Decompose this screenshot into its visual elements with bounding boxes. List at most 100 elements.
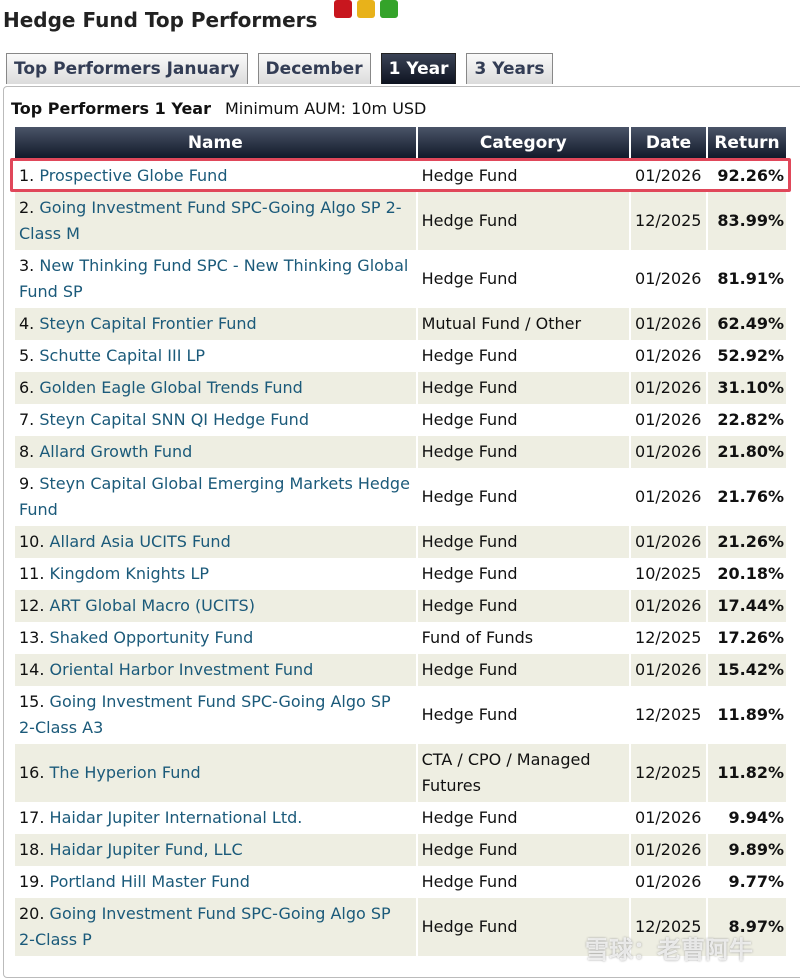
category-cell: Fund of Funds — [421, 628, 534, 647]
fund-link[interactable]: Steyn Capital SNN QI Hedge Fund — [39, 410, 309, 429]
date-cell: 12/2025 — [635, 705, 702, 724]
name-cell: 3. New Thinking Fund SPC - New Thinking … — [15, 250, 416, 308]
tab-1-year[interactable]: 1 Year — [380, 53, 457, 84]
rank: 4. — [19, 314, 35, 333]
performers-table: Name Category Date Return 1. Prospective… — [13, 127, 788, 956]
fund-link[interactable]: Haidar Jupiter Fund, LLC — [49, 840, 243, 859]
date-cell: 01/2026 — [635, 346, 702, 365]
table-row: 14. Oriental Harbor Investment Fund Hedg… — [15, 654, 786, 686]
rank: 6. — [19, 378, 35, 397]
tab-january[interactable]: Top Performers January — [6, 53, 248, 84]
tab-3-years[interactable]: 3 Years — [466, 53, 553, 84]
date-cell: 01/2026 — [631, 590, 706, 622]
fund-link[interactable]: Allard Asia UCITS Fund — [49, 532, 231, 551]
category-cell: Hedge Fund — [421, 487, 518, 506]
table-row: 7. Steyn Capital SNN QI Hedge Fund Hedge… — [15, 404, 786, 436]
fund-link[interactable]: Kingdom Knights LP — [49, 564, 210, 583]
fund-link[interactable]: Prospective Globe Fund — [39, 166, 228, 185]
category-cell: Hedge Fund — [417, 898, 630, 956]
fund-link[interactable]: New Thinking Fund SPC - New Thinking Glo… — [19, 256, 409, 301]
col-category[interactable]: Category — [417, 127, 630, 160]
fund-link[interactable]: Going Investment Fund SPC-Going Algo SP … — [19, 198, 402, 243]
rank: 3. — [19, 256, 35, 275]
rank: 18. — [19, 840, 45, 859]
name-cell: 15. Going Investment Fund SPC-Going Algo… — [15, 686, 416, 744]
date-cell: 01/2026 — [631, 372, 706, 404]
category-cell: Hedge Fund — [417, 372, 630, 404]
name-cell: 5. Schutte Capital III LP — [15, 340, 416, 372]
fund-link[interactable]: Golden Eagle Global Trends Fund — [39, 378, 303, 397]
name-cell: 20. Going Investment Fund SPC-Going Algo… — [15, 898, 416, 956]
table-row: 15. Going Investment Fund SPC-Going Algo… — [15, 686, 786, 744]
name-cell: 17. Haidar Jupiter International Ltd. — [15, 802, 416, 834]
category-cell: Hedge Fund — [421, 410, 518, 429]
fund-link[interactable]: Steyn Capital Frontier Fund — [39, 314, 257, 333]
rank: 17. — [19, 808, 45, 827]
category-cell: Hedge Fund — [417, 526, 630, 558]
name-cell: 14. Oriental Harbor Investment Fund — [15, 654, 416, 686]
fund-link[interactable]: Going Investment Fund SPC-Going Algo SP … — [19, 692, 391, 737]
fund-link[interactable]: Shaked Opportunity Fund — [49, 628, 254, 647]
name-cell: 2. Going Investment Fund SPC-Going Algo … — [15, 192, 416, 250]
fund-link[interactable]: Going Investment Fund SPC-Going Algo SP … — [19, 904, 391, 949]
return-cell: 92.26% — [717, 166, 784, 185]
category-cell: Hedge Fund — [421, 166, 518, 185]
category-cell: Hedge Fund — [421, 808, 518, 827]
category-cell: Hedge Fund — [417, 590, 630, 622]
date-cell: 01/2026 — [631, 654, 706, 686]
table-row: 5. Schutte Capital III LP Hedge Fund 01/… — [15, 340, 786, 372]
fund-link[interactable]: The Hyperion Fund — [49, 763, 201, 782]
col-date[interactable]: Date — [631, 127, 706, 160]
rank: 19. — [19, 872, 45, 891]
fund-link[interactable]: Schutte Capital III LP — [39, 346, 206, 365]
table-row: 1. Prospective Globe Fund Hedge Fund 01/… — [15, 160, 786, 192]
col-return[interactable]: Return — [708, 127, 786, 160]
return-cell: 62.49% — [708, 308, 786, 340]
rank: 13. — [19, 628, 45, 647]
name-cell: 8. Allard Growth Fund — [15, 436, 416, 468]
category-cell: Hedge Fund — [421, 346, 518, 365]
category-cell: CTA / CPO / Managed Futures — [417, 744, 630, 802]
date-cell: 10/2025 — [635, 564, 702, 583]
fund-link[interactable]: Allard Growth Fund — [39, 442, 193, 461]
red-light-icon — [334, 0, 352, 18]
fund-link[interactable]: Portland Hill Master Fund — [49, 872, 250, 891]
fund-link[interactable]: Haidar Jupiter International Ltd. — [49, 808, 303, 827]
return-cell: 21.26% — [708, 526, 786, 558]
rank: 14. — [19, 660, 45, 679]
return-cell: 81.91% — [717, 269, 784, 288]
table-row: 18. Haidar Jupiter Fund, LLC Hedge Fund … — [15, 834, 786, 866]
green-light-icon — [380, 0, 398, 18]
min-aum: Minimum AUM: 10m USD — [224, 99, 427, 118]
yellow-light-icon — [357, 0, 375, 18]
name-cell: 9. Steyn Capital Global Emerging Markets… — [15, 468, 416, 526]
name-cell: 1. Prospective Globe Fund — [15, 160, 416, 192]
fund-link[interactable]: ART Global Macro (UCITS) — [49, 596, 255, 615]
fund-link[interactable]: Steyn Capital Global Emerging Markets He… — [19, 474, 410, 519]
return-cell: 9.77% — [728, 872, 784, 891]
table-row: 20. Going Investment Fund SPC-Going Algo… — [15, 898, 786, 956]
rank: 16. — [19, 763, 45, 782]
name-cell: 19. Portland Hill Master Fund — [15, 866, 416, 898]
rank: 2. — [19, 198, 35, 217]
date-cell: 12/2025 — [631, 192, 706, 250]
rank: 20. — [19, 904, 45, 923]
date-cell: 12/2025 — [635, 628, 702, 647]
table-row: 11. Kingdom Knights LP Hedge Fund 10/202… — [15, 558, 786, 590]
name-cell: 16. The Hyperion Fund — [15, 744, 416, 802]
col-name[interactable]: Name — [15, 127, 416, 160]
name-cell: 18. Haidar Jupiter Fund, LLC — [15, 834, 416, 866]
return-cell: 20.18% — [717, 564, 784, 583]
highlight-box — [10, 158, 791, 192]
rank: 11. — [19, 564, 45, 583]
date-cell: 01/2026 — [635, 872, 702, 891]
category-cell: Hedge Fund — [421, 269, 518, 288]
fund-link[interactable]: Oriental Harbor Investment Fund — [49, 660, 314, 679]
table-row: 2. Going Investment Fund SPC-Going Algo … — [15, 192, 786, 250]
table-row: 8. Allard Growth Fund Hedge Fund 01/2026… — [15, 436, 786, 468]
watermark: 雪球：老曹阿牛 — [585, 936, 753, 964]
date-cell: 01/2026 — [635, 410, 702, 429]
rank: 8. — [19, 442, 35, 461]
return-cell: 21.76% — [717, 487, 784, 506]
tab-december[interactable]: December — [257, 53, 371, 84]
